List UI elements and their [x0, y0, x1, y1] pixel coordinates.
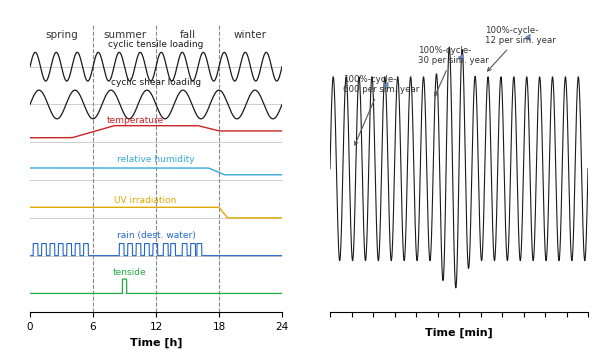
- Text: temperature: temperature: [106, 116, 164, 125]
- Text: relative humidity: relative humidity: [117, 155, 195, 164]
- Text: UV irradiation: UV irradiation: [115, 196, 176, 205]
- Text: cyclic shear loading: cyclic shear loading: [111, 78, 201, 87]
- X-axis label: Time [min]: Time [min]: [425, 328, 493, 338]
- Text: cyclic tensile loading: cyclic tensile loading: [109, 40, 203, 49]
- Text: 100%-cycle-
12 per sim. year: 100%-cycle- 12 per sim. year: [485, 26, 556, 71]
- Text: 100%-cycle-
30 per sim. year: 100%-cycle- 30 per sim. year: [418, 46, 488, 96]
- Text: spring: spring: [45, 29, 78, 39]
- Text: tenside: tenside: [113, 268, 146, 277]
- Text: summer: summer: [103, 29, 146, 39]
- Text: fall: fall: [179, 29, 196, 39]
- Text: rain (dest. water): rain (dest. water): [116, 230, 196, 239]
- Text: 100%-cycle-
600 per sim. year: 100%-cycle- 600 per sim. year: [343, 75, 419, 145]
- Text: winter: winter: [234, 29, 267, 39]
- X-axis label: Time [h]: Time [h]: [130, 337, 182, 348]
